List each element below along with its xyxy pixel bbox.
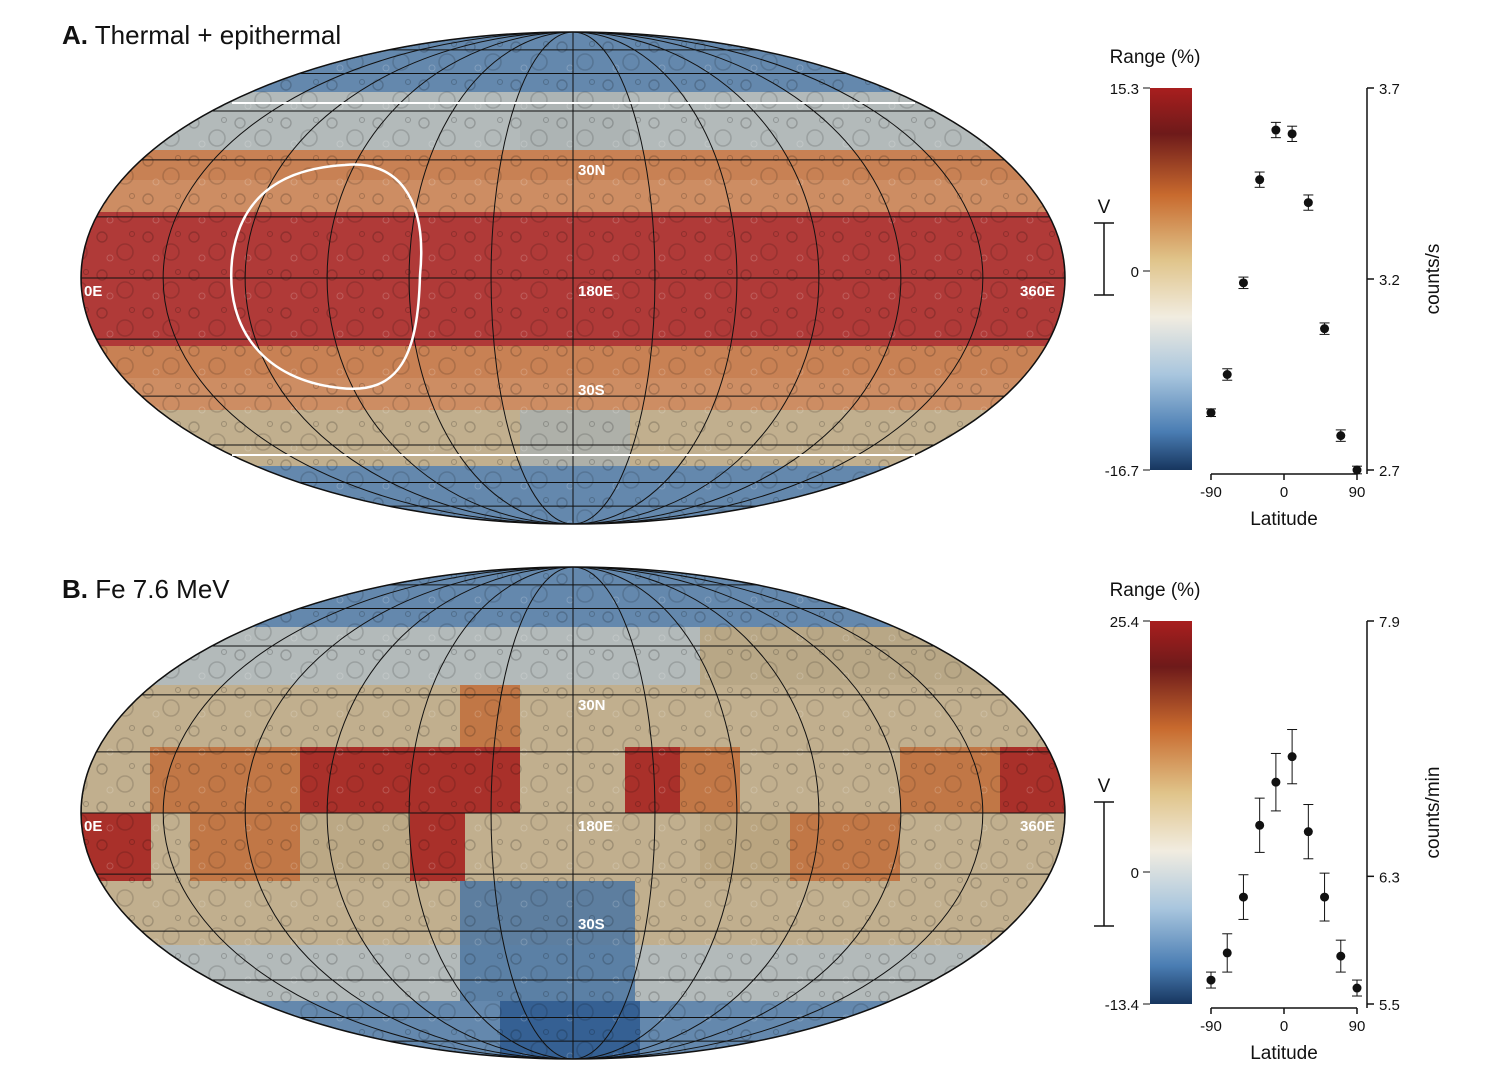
x-tick-label: 90	[1349, 484, 1366, 501]
colorbar-b-zero: 0	[1131, 865, 1139, 882]
data-point	[1255, 175, 1265, 185]
graticule-meridian	[572, 32, 902, 524]
map-a-region-outline	[229, 163, 423, 391]
colorbar-a: Range (%) 15.3 0 -16.7 V	[1094, 47, 1200, 480]
y-tick-label: 7.9	[1379, 614, 1400, 631]
map-b-outline	[80, 566, 1066, 1060]
map-b-label-30s: 30S	[578, 916, 605, 933]
panel-b-letter: B.	[62, 574, 88, 604]
data-point	[1222, 370, 1232, 379]
y-tick-label: 5.5	[1379, 997, 1400, 1014]
colorbar-b: Range (%) 25.4 0 -13.4 V	[1094, 580, 1200, 1014]
map-b-label-0e: 0E	[84, 818, 102, 835]
colorbar-a-max: 15.3	[1110, 81, 1139, 98]
data-point	[1320, 324, 1330, 334]
map-a-label-0e: 0E	[84, 283, 102, 300]
panel-a-title: A. Thermal + epithermal	[62, 20, 341, 51]
graticule-meridian	[572, 32, 656, 524]
data-point	[1206, 975, 1216, 985]
map-a-label-360e: 360E	[1020, 283, 1055, 300]
graticule-meridian	[490, 567, 574, 1059]
y-tick-label: 3.7	[1379, 81, 1400, 98]
graticule-meridian	[244, 32, 574, 524]
data-point	[1206, 408, 1216, 418]
graticule-meridian	[490, 32, 574, 524]
y-axis-label: counts/s	[1423, 244, 1444, 315]
latitude-plot-a: -90 0 90 Latitude 2.7 3.2 3.7 counts/s	[1200, 81, 1444, 530]
graticule-meridian	[408, 32, 574, 524]
data-point	[1303, 198, 1313, 208]
data-point	[1271, 777, 1281, 787]
graticule-meridian	[572, 567, 984, 1059]
data-point	[1271, 125, 1281, 135]
graticule-meridian	[572, 567, 820, 1059]
y-tick-label: 3.2	[1379, 272, 1400, 289]
x-axis-label: Latitude	[1250, 1043, 1318, 1064]
panel-b-title-text: Fe 7.6 MeV	[95, 574, 230, 604]
graticule-meridian	[572, 32, 984, 524]
y-tick-label: 6.3	[1379, 869, 1400, 886]
graticule-meridian	[326, 32, 574, 524]
graticule-meridian	[572, 567, 902, 1059]
data-point	[1238, 278, 1248, 288]
graticule-meridian	[162, 32, 574, 524]
map-b-label-180e: 180E	[578, 818, 613, 835]
map-b: 0E 180E 360E 30N 30S	[80, 566, 1066, 1060]
map-b-label-30n: 30N	[578, 697, 606, 714]
map-a-label-30s: 30S	[578, 382, 605, 399]
panel-a-letter: A.	[62, 20, 88, 50]
map-a-outline	[80, 31, 1066, 525]
data-point	[1320, 892, 1330, 902]
x-tick-label: 0	[1280, 484, 1288, 501]
colorbar-a-bar	[1150, 88, 1192, 470]
latitude-plot-b: -90 0 90 Latitude 5.5 6.3 7.9 counts/min	[1200, 614, 1444, 1064]
colorbar-a-v-label: V	[1098, 197, 1111, 218]
map-b-label-360e: 360E	[1020, 818, 1055, 835]
graticule-meridian	[326, 567, 574, 1059]
map-a-label-180e: 180E	[578, 283, 613, 300]
panel-a-title-text: Thermal + epithermal	[94, 20, 342, 50]
graticule-meridian	[572, 32, 738, 524]
x-tick-label: 90	[1349, 1018, 1366, 1035]
data-point	[1287, 129, 1297, 139]
map-a: 0E 180E 360E 30N 30S	[80, 31, 1066, 525]
data-point	[1352, 983, 1362, 993]
data-point	[1238, 892, 1248, 902]
colorbar-a-zero: 0	[1131, 264, 1139, 281]
data-point	[1303, 827, 1313, 837]
data-point	[1336, 951, 1346, 961]
colorbar-b-max: 25.4	[1110, 614, 1139, 631]
data-point	[1222, 948, 1232, 958]
graticule-meridian	[572, 32, 820, 524]
graticule-meridian	[572, 567, 738, 1059]
colorbar-b-bar	[1150, 621, 1192, 1004]
data-point	[1352, 465, 1362, 475]
colorbar-b-v-label: V	[1098, 776, 1111, 797]
x-tick-label: 0	[1280, 1018, 1288, 1035]
x-tick-label: -90	[1200, 1018, 1222, 1035]
y-tick-label: 2.7	[1379, 463, 1400, 480]
graticule-meridian	[572, 567, 656, 1059]
data-point	[1287, 752, 1297, 762]
colorbar-a-title: Range (%)	[1110, 47, 1201, 68]
colorbar-b-title: Range (%)	[1110, 580, 1201, 601]
colorbar-b-min: -13.4	[1105, 997, 1139, 1014]
map-a-label-30n: 30N	[578, 162, 606, 179]
data-point	[1336, 431, 1346, 441]
data-point	[1255, 820, 1265, 830]
y-axis-label: counts/min	[1423, 767, 1444, 859]
x-tick-label: -90	[1200, 484, 1222, 501]
graticule-meridian	[408, 567, 574, 1059]
colorbar-a-min: -16.7	[1105, 463, 1139, 480]
x-axis-label: Latitude	[1250, 509, 1318, 530]
graticule-meridian	[162, 567, 574, 1059]
graticule-meridian	[244, 567, 574, 1059]
panel-b-title: B. Fe 7.6 MeV	[62, 574, 230, 605]
